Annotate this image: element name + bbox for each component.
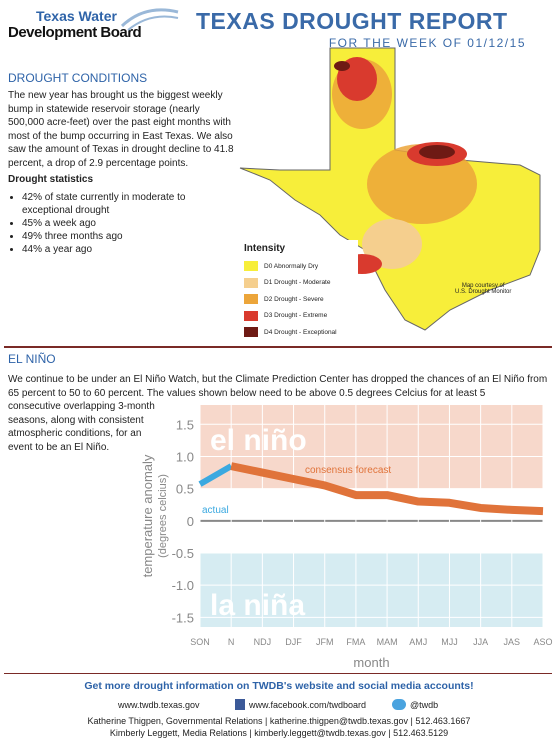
org-line1: Texas Water	[36, 8, 117, 24]
divider	[4, 346, 552, 348]
legend-swatch	[244, 327, 258, 337]
credit-line: Map courtesy of	[461, 283, 505, 289]
contact: Kimberly Leggett, Media Relations | kimb…	[109, 728, 449, 738]
legend-item: D4 Drought - Exceptional	[244, 325, 337, 339]
drought-map	[238, 47, 541, 335]
legend-label: D4 Drought - Exceptional	[264, 328, 337, 336]
legend-item: D2 Drought - Severe	[244, 292, 337, 306]
section-heading: DROUGHT CONDITIONS	[8, 71, 148, 85]
enso-chart: el niño la niña -1.5 -1.0 -0.5 0 0.5 1.0 1.5 SON N…	[140, 405, 553, 670]
legend-swatch	[244, 310, 258, 321]
x-axis-title: month	[353, 655, 389, 670]
x-tick-label: JJA	[473, 637, 488, 647]
twitter-icon	[392, 699, 406, 710]
x-tick-label: FMA	[346, 637, 365, 647]
band-label: el niño	[210, 424, 307, 457]
facebook-link[interactable]: www.facebook.com/twdboard	[249, 700, 367, 710]
logo: Texas Water Development Board	[8, 8, 158, 41]
band	[200, 553, 543, 627]
y-axis-title-line: temperature anomaly	[140, 454, 155, 577]
twitter-link[interactable]: @twdb	[410, 700, 439, 710]
facebook-icon	[235, 699, 245, 710]
x-tick-label: DJF	[285, 637, 302, 647]
x-tick-label: MJJ	[441, 637, 458, 647]
legend-item: D1 Drought - Moderate	[244, 276, 337, 290]
legend-label: D2 Drought - Severe	[264, 295, 324, 303]
legend-item: D3 Drought - Extreme	[244, 309, 337, 323]
y-tick-label: -1.0	[172, 578, 194, 593]
series-line	[198, 463, 233, 487]
y-tick-label: -1.5	[172, 610, 194, 625]
series-line	[230, 462, 544, 516]
stat-item: 45% a week ago	[22, 217, 222, 230]
stat-item: 42% of state currently in moderate to ex…	[22, 191, 222, 217]
x-tick-label: N	[228, 637, 235, 647]
legend-title: Intensity	[244, 243, 286, 254]
paragraph: consecutive overlapping 3-month seasons,…	[8, 401, 155, 453]
series-label: actual	[202, 505, 229, 516]
y-tick-label: -0.5	[172, 546, 194, 561]
y-tick-label: 0	[187, 514, 194, 529]
section-heading: EL NIÑO	[8, 352, 56, 366]
paragraph: The new year has brought us the biggest …	[8, 90, 234, 169]
y-tick-label: 1.5	[176, 417, 194, 432]
y-axis-title-line: (degrees celcius)	[157, 474, 169, 558]
org-line2: Development Board	[8, 24, 142, 41]
legend-swatch	[244, 277, 258, 288]
logo-wave	[120, 8, 179, 31]
y-axis-title: temperature anomaly (degrees celcius)	[140, 454, 169, 577]
legend-label: D1 Drought - Moderate	[264, 279, 331, 286]
x-tick-label: NDJ	[254, 637, 272, 647]
footer-headline: Get more drought information on TWDB's w…	[84, 680, 474, 692]
legend-label: D0 Abnormally Dry	[264, 262, 319, 270]
website-link[interactable]: www.twdb.texas.gov	[118, 700, 200, 710]
credit-line: U.S. Drought Monitor	[455, 289, 512, 295]
band-label: la niña	[210, 589, 305, 622]
stat-item: 49% three months ago	[22, 230, 222, 243]
contact: Katherine Thigpen, Governmental Relation…	[87, 716, 471, 726]
paragraph: We continue to be under an El Niño Watch…	[8, 374, 548, 399]
divider	[4, 673, 552, 674]
map-legend: D0 Abnormally Dry D1 Drought - Moderate D2…	[244, 259, 337, 342]
map-credit: Map courtesy of U.S. Drought Monitor	[455, 283, 511, 295]
y-tick-label: 0.5	[176, 482, 194, 497]
x-tick-label: JAS	[504, 637, 521, 647]
series-label: consensus forecast	[305, 465, 391, 476]
subtitle: FOR THE WEEK OF 01/12/15	[328, 36, 526, 50]
x-tick-label: JFM	[316, 637, 334, 647]
y-tick-label: 1.0	[176, 449, 194, 464]
title: TEXAS DROUGHT REPORT	[196, 8, 508, 34]
stat-item: 44% a year ago	[22, 243, 222, 256]
legend-swatch	[244, 294, 258, 304]
x-tick-label: AMJ	[409, 637, 427, 647]
legend-swatch	[244, 261, 258, 271]
x-tick-label: SON	[190, 637, 210, 647]
legend-item: D0 Abnormally Dry	[244, 259, 337, 273]
x-tick-label: MAM	[377, 637, 398, 647]
stats-heading: Drought statistics	[8, 174, 94, 185]
stats-list: 42% of state currently in moderate to ex…	[8, 191, 222, 256]
legend-label: D3 Drought - Extreme	[264, 312, 328, 319]
x-tick-label: ASO	[533, 637, 552, 647]
